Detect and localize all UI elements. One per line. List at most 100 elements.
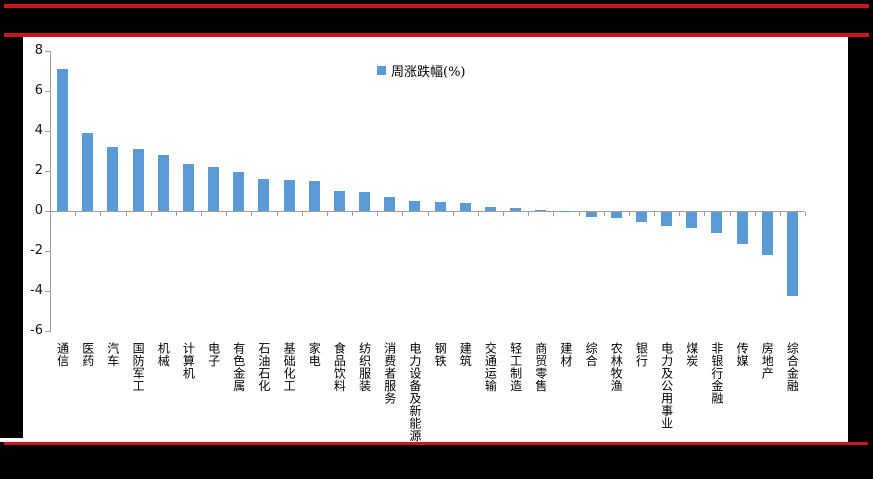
x-category-label: 电力及公用事业 [659, 342, 674, 430]
y-tick-label: -6 [30, 323, 43, 338]
x-category-label: 医药 [80, 342, 95, 367]
bar [459, 203, 471, 211]
y-tick-label: -2 [30, 243, 43, 258]
x-tick [779, 212, 781, 216]
panel-bottom-sliver [0, 438, 23, 442]
x-tick [226, 212, 228, 216]
x-tick [276, 212, 278, 216]
bar [711, 212, 723, 233]
bar [233, 172, 245, 211]
bar [786, 212, 798, 296]
x-axis [50, 211, 805, 212]
bar [182, 164, 194, 211]
y-axis [50, 51, 51, 332]
x-category-label: 机械 [156, 342, 171, 367]
x-category-label: 电子 [206, 342, 221, 367]
x-category-label: 传媒 [735, 342, 750, 367]
x-tick [150, 212, 152, 216]
x-category-label: 综合金融 [785, 342, 800, 392]
bar [308, 181, 320, 211]
bar [761, 212, 773, 255]
x-tick [754, 212, 756, 216]
x-tick [326, 212, 328, 216]
x-category-label: 房地产 [760, 342, 775, 380]
x-tick [251, 212, 253, 216]
y-tick-label: -4 [30, 283, 43, 298]
x-category-label: 纺织服装 [357, 342, 372, 392]
x-category-label: 基础化工 [282, 342, 297, 392]
bar [409, 201, 421, 211]
chart-legend: 周涨跌幅(%) [377, 61, 466, 80]
bar [635, 212, 647, 222]
bar [510, 208, 522, 211]
x-category-label: 家电 [307, 342, 322, 367]
y-tick [45, 91, 50, 92]
x-tick [402, 212, 404, 216]
bar [535, 210, 547, 211]
y-tick [45, 171, 50, 172]
x-category-label: 国防军工 [131, 342, 146, 392]
x-category-label: 建材 [558, 342, 573, 367]
y-tick-label: 4 [34, 123, 43, 138]
bar [736, 212, 748, 244]
x-tick [628, 212, 630, 216]
x-tick [100, 212, 102, 216]
bar [610, 212, 622, 218]
y-tick-label: 8 [34, 43, 43, 58]
y-tick-label: 0 [34, 203, 43, 218]
x-tick [578, 212, 580, 216]
x-category-label: 通信 [55, 342, 70, 367]
x-category-label: 非银行金融 [709, 342, 724, 405]
bar [661, 212, 673, 226]
x-tick [528, 212, 530, 216]
legend-label: 周涨跌幅(%) [391, 65, 466, 80]
x-category-label: 建筑 [458, 342, 473, 367]
y-tick-label: 6 [34, 83, 43, 98]
x-tick [175, 212, 177, 216]
x-tick [301, 212, 303, 216]
bar [157, 155, 169, 211]
bar [82, 133, 94, 211]
y-tick [45, 211, 50, 212]
chart-panel: 周涨跌幅(%) 8 6 4 2 0 -2 -4 -6 通信 医药 汽车 国防军工 机械 计算机 电子 有色金… [23, 37, 848, 442]
redacted-header-band [0, 8, 873, 33]
bar [434, 202, 446, 211]
x-category-label: 农林牧渔 [609, 342, 624, 392]
y-tick [45, 331, 50, 332]
bar [283, 180, 295, 211]
y-tick-label: 2 [34, 163, 43, 178]
bar [208, 167, 220, 211]
y-tick [45, 51, 50, 52]
x-category-label: 计算机 [181, 342, 196, 380]
x-category-label: 综合 [584, 342, 599, 367]
y-tick [45, 251, 50, 252]
header-rule-top [4, 4, 869, 8]
bar [333, 191, 345, 211]
legend-marker-icon [377, 66, 386, 75]
bar [585, 212, 597, 217]
x-tick [201, 212, 202, 216]
bar [686, 212, 698, 228]
bar [384, 197, 396, 211]
x-category-label: 电力设备及新能源 [407, 342, 422, 442]
x-tick [704, 212, 706, 216]
x-tick [503, 212, 504, 216]
x-category-label: 煤炭 [684, 342, 699, 367]
x-category-label: 食品饮料 [332, 342, 347, 392]
y-tick [45, 131, 50, 132]
bar [57, 69, 69, 211]
x-category-label: 银行 [634, 342, 649, 367]
x-tick [75, 212, 77, 216]
x-tick [729, 212, 731, 216]
x-tick [553, 212, 555, 216]
x-tick [654, 212, 655, 216]
x-tick [377, 212, 379, 216]
bar [107, 147, 119, 211]
x-category-label: 有色金属 [231, 342, 246, 392]
y-tick [45, 291, 50, 292]
redacted-footer-band [0, 445, 873, 479]
x-category-label: 汽车 [105, 342, 120, 367]
footer-rule [4, 442, 868, 445]
x-category-label: 石油石化 [256, 342, 271, 392]
